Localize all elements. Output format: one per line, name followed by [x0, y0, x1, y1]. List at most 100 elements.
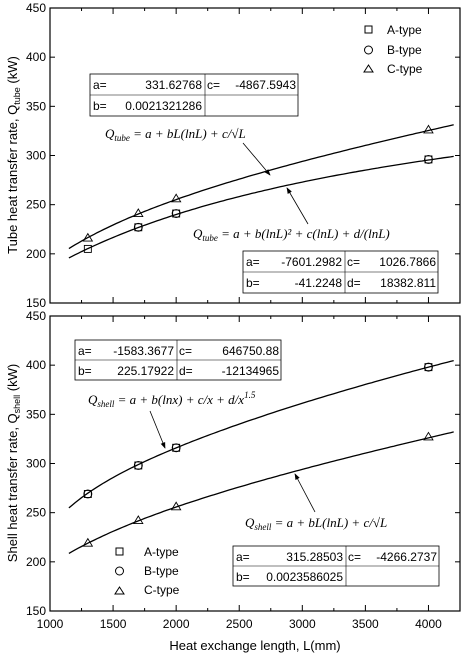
legend-triangle-marker	[363, 64, 374, 73]
y-tick-label: 300	[26, 457, 46, 471]
svg-text:b=: b=	[78, 364, 92, 378]
data-point-a-type	[134, 223, 143, 232]
x-tick-label: 4000	[415, 617, 442, 631]
data-point-a-type	[424, 363, 433, 372]
y-tick-label: 150	[26, 296, 46, 310]
shell-equation-1: Qshell = a + b(lnx) + c/x + d/x1.5	[88, 390, 256, 409]
shell-data-points	[82, 362, 434, 547]
tube-coef-table-1: a= 331.62768 c= -4867.5943 b= 0.00213212…	[89, 73, 299, 117]
y-tick-label: 400	[26, 50, 46, 64]
tube-equation-1: Qtube = a + bL(lnL) + c/√L	[105, 126, 246, 143]
svg-text:c=: c=	[179, 344, 192, 358]
svg-text:b=: b=	[236, 570, 250, 584]
legend-label: A-type	[144, 545, 179, 559]
legend-label: A-type	[387, 23, 422, 37]
shell-equation-2: Qshell = a + bL(lnL) + c/√L	[245, 515, 387, 532]
y-tick-label: 250	[26, 198, 46, 212]
data-point-b-type	[424, 154, 433, 164]
y-tick-label: 250	[26, 506, 46, 520]
tube-equation-1-arrow	[242, 142, 271, 176]
data-point-a-type	[83, 244, 92, 253]
data-point-b-type	[171, 443, 181, 453]
data-point-c-type	[423, 124, 434, 134]
legend-square-marker	[364, 25, 373, 34]
x-tick-label: 1000	[37, 617, 64, 631]
svg-text:18382.811: 18382.811	[380, 276, 436, 290]
data-point-c-type	[423, 431, 434, 441]
svg-text:c=: c=	[207, 78, 220, 92]
shell-fit-curve-1	[68, 359, 454, 509]
svg-text:a=: a=	[246, 255, 260, 269]
tube-fit-curves	[68, 124, 454, 259]
y-tick-label: 450	[26, 1, 46, 15]
svg-text:a=: a=	[78, 344, 92, 358]
shell-coef-table-1: a= -1583.3677 c= 646750.88 b= 225.17922 …	[74, 339, 282, 381]
svg-text:c=: c=	[348, 550, 361, 564]
svg-text:-41.2248: -41.2248	[295, 276, 343, 290]
y-tick-label: 200	[26, 247, 46, 261]
shell-fit-curve-2	[68, 431, 454, 554]
tube-legend: A-type B-type C-type	[363, 23, 423, 76]
svg-text:c=: c=	[347, 255, 360, 269]
y-tick-label: 350	[26, 407, 46, 421]
data-point-a-type	[83, 490, 92, 498]
svg-text:d=: d=	[179, 364, 193, 378]
shell-legend: A-type B-type C-type	[114, 545, 180, 597]
y-tick-label: 300	[26, 149, 46, 163]
x-axis-label: Heat exchange length, L(mm)	[169, 638, 340, 653]
svg-text:-1583.3677: -1583.3677	[113, 344, 174, 358]
y-tick-label: 400	[26, 358, 46, 372]
x-tick-label: 1500	[100, 617, 127, 631]
svg-text:1026.7866: 1026.7866	[379, 255, 436, 269]
svg-text:-4867.5943: -4867.5943	[235, 78, 296, 92]
data-point-c-type	[133, 515, 144, 524]
data-point-a-type	[172, 443, 181, 452]
shell-y-axis-label: Shell heat transfer rate, Qshell (kW)	[5, 364, 22, 562]
shell-fit-curves	[68, 359, 454, 554]
tube-coef-table-2: a= -7601.2982 c= 1026.7866 b= -41.2248 d…	[242, 250, 439, 294]
tube-y-axis-label: Tube heat transfer rate, Qtube (kW)	[5, 56, 22, 254]
tube-axes: 150 200 250 300 350 400 450	[26, 1, 461, 310]
shell-equation-2-arrow	[294, 473, 316, 513]
y-tick-label: 200	[26, 555, 46, 569]
tube-fit-curve-1	[68, 124, 454, 250]
shell-axes: 150 200 250 300 350 400 450 1000 1500 2000 2500 300…	[26, 309, 461, 631]
data-point-c-type	[133, 208, 144, 217]
data-point-c-type	[82, 232, 94, 242]
legend-label: B-type	[387, 43, 422, 57]
x-tick-label: 3000	[289, 617, 316, 631]
svg-text:-7601.2982: -7601.2982	[281, 255, 342, 269]
legend-label: C-type	[144, 583, 180, 597]
legend-square-marker	[115, 547, 124, 556]
legend-label: C-type	[387, 62, 423, 76]
svg-text:315.28503: 315.28503	[286, 550, 343, 564]
y-tick-label: 350	[26, 99, 46, 113]
data-point-b-type	[133, 461, 143, 470]
shell-coef-table-2: a= 315.28503 c= -4266.2737 b= 0.00235860…	[232, 545, 440, 587]
data-point-b-type	[424, 362, 433, 372]
data-point-b-type	[171, 209, 181, 218]
y-tick-label: 150	[26, 604, 46, 618]
data-point-c-type	[82, 537, 94, 547]
x-tick-label: 2000	[163, 617, 190, 631]
tube-equation-2: Qtube = a + b(lnL)² + c(lnL) + d/(lnL)	[193, 226, 390, 243]
svg-text:a=: a=	[236, 550, 250, 564]
data-point-a-type	[424, 155, 433, 164]
svg-text:646750.88: 646750.88	[222, 344, 279, 358]
svg-text:d=: d=	[347, 276, 361, 290]
svg-text:-4266.2737: -4266.2737	[376, 550, 437, 564]
data-point-a-type	[172, 209, 181, 218]
svg-text:b=: b=	[93, 99, 107, 113]
svg-text:b=: b=	[246, 276, 260, 290]
x-tick-label: 3500	[352, 617, 379, 631]
data-point-b-type	[133, 222, 143, 232]
x-tick-label: 2500	[226, 617, 253, 631]
data-point-b-type	[83, 489, 93, 499]
svg-text:0.0023586025: 0.0023586025	[266, 570, 343, 584]
tube-data-points	[82, 124, 434, 253]
y-tick-label: 450	[26, 309, 46, 323]
svg-text:-12134965: -12134965	[222, 364, 280, 378]
legend-triangle-marker	[114, 586, 125, 595]
svg-text:225.17922: 225.17922	[117, 364, 174, 378]
